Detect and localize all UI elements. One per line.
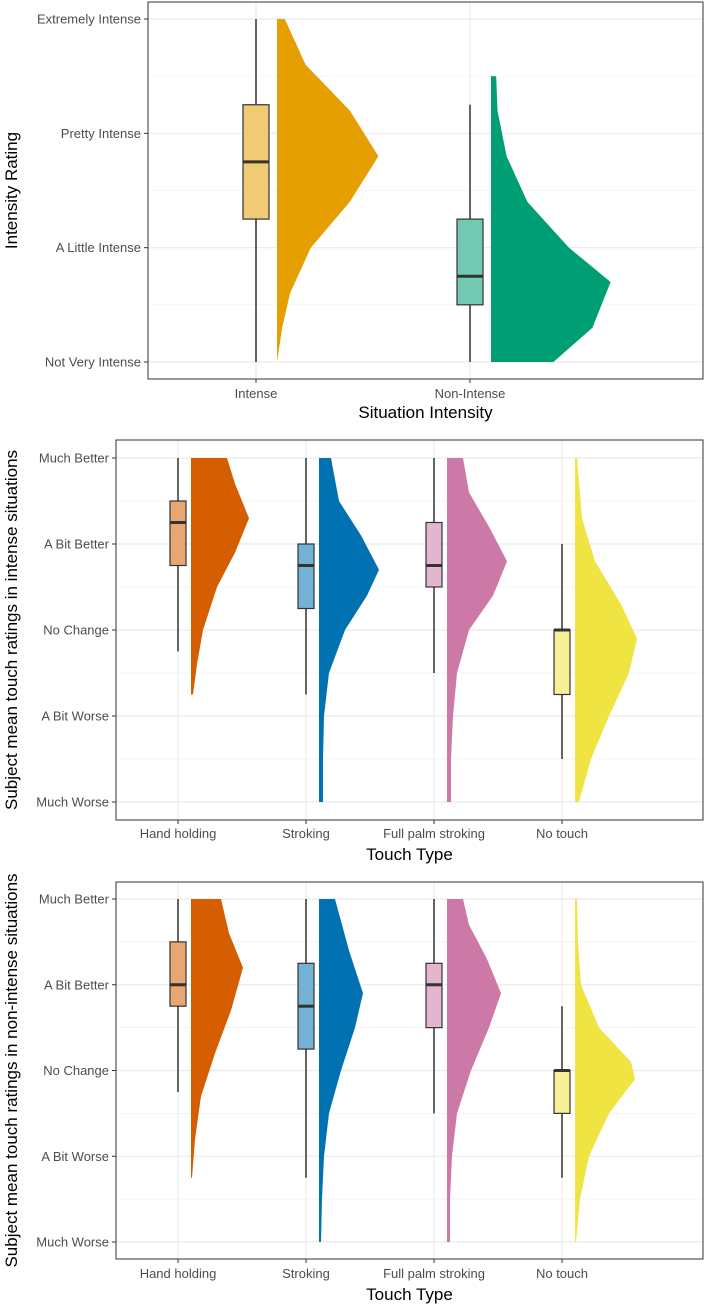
density-cloud-no-touch: [575, 458, 637, 802]
panel-2: Much Worse A Bit Worse No Change A Bit Bett…: [2, 439, 704, 864]
density-cloud-stroking: [319, 899, 363, 1242]
density-cloud-hand-holding: [191, 458, 249, 695]
panel-3: Much Worse A Bit Worse No Change A Bit Bett…: [2, 873, 704, 1304]
y-axis-title: Subject mean touch ratings in intense si…: [2, 450, 21, 810]
x-tick-label: Intense: [235, 386, 278, 401]
y-tick-label: No Change: [43, 623, 109, 638]
y-tick-label: Pretty Intense: [61, 126, 141, 141]
x-tick-label: Full palm stroking: [383, 826, 485, 841]
x-tick-label: Hand holding: [140, 826, 217, 841]
panel-1: Not Very Intense A Little Intense Pretty I…: [2, 1, 704, 422]
y-tick-label: No Change: [43, 1063, 109, 1078]
y-tick-label: Much Worse: [36, 1235, 109, 1250]
x-tick-label: Full palm stroking: [383, 1266, 485, 1281]
y-tick-label: Extremely Intense: [37, 12, 141, 27]
x-tick-label: Stroking: [282, 1266, 330, 1281]
x-tick-label: No touch: [536, 826, 588, 841]
y-axis-title: Intensity Rating: [2, 132, 21, 249]
panel-border: [115, 439, 704, 821]
x-tick-label: No touch: [536, 1266, 588, 1281]
density-cloud-full-palm-stroking: [447, 899, 501, 1242]
x-tick-label: Hand holding: [140, 1266, 217, 1281]
panel-border: [115, 881, 704, 1260]
x-tick-label: Non-Intense: [435, 386, 506, 401]
x-axis-title: Situation Intensity: [358, 403, 493, 422]
y-tick-label: Much Better: [39, 451, 110, 466]
panel-border: [147, 1, 704, 380]
y-tick-label: A Bit Worse: [41, 1149, 109, 1164]
box-hand-holding: [169, 500, 187, 567]
y-tick-label: Not Very Intense: [45, 355, 141, 370]
y-tick-label: Much Better: [39, 892, 110, 907]
box-no-touch: [553, 629, 571, 696]
box-full-palm-stroking: [425, 521, 443, 588]
y-tick-label: A Little Intense: [56, 240, 141, 255]
y-tick-label: A Bit Better: [44, 537, 110, 552]
box-no-touch: [553, 1069, 571, 1114]
x-tick-label: Stroking: [282, 826, 330, 841]
x-axis-title: Touch Type: [366, 1285, 453, 1304]
y-tick-label: A Bit Better: [44, 977, 110, 992]
density-cloud-stroking: [319, 458, 379, 802]
box-full-palm-stroking: [425, 962, 443, 1029]
density-cloud-hand-holding: [191, 899, 243, 1178]
x-axis-title: Touch Type: [366, 845, 453, 864]
density-cloud-intense: [277, 19, 379, 362]
y-axis-title: Subject mean touch ratings in non-intens…: [2, 873, 21, 1267]
box-stroking: [297, 543, 315, 610]
density-cloud-non-intense: [491, 76, 611, 363]
box-non-intense: [456, 218, 484, 306]
box-hand-holding: [169, 941, 187, 1007]
y-tick-label: Much Worse: [36, 795, 109, 810]
density-cloud-full-palm-stroking: [447, 458, 507, 802]
y-tick-label: A Bit Worse: [41, 709, 109, 724]
density-cloud-no-touch: [575, 899, 635, 1242]
